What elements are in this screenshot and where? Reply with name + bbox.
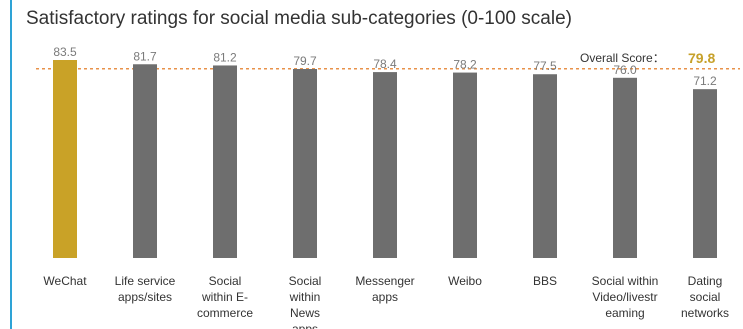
bar	[213, 65, 237, 259]
bar	[133, 64, 157, 258]
bar	[53, 60, 77, 258]
value-label: 81.7	[133, 49, 157, 63]
value-label: 83.5	[53, 45, 77, 59]
value-label: 71.2	[693, 74, 717, 88]
category-label: Weibo	[448, 274, 482, 288]
overall-score-value: 79.8	[688, 50, 715, 66]
category-label: Social within News apps	[289, 274, 322, 329]
value-label: 77.5	[533, 59, 557, 73]
value-label: 79.7	[293, 54, 317, 68]
bar	[693, 89, 717, 258]
left-accent-rule	[10, 0, 12, 329]
bar	[453, 72, 477, 259]
category-label: Dating social networks	[681, 274, 729, 320]
overall-score-label: Overall Score：	[580, 51, 665, 65]
bar	[613, 77, 637, 259]
category-label: Life service apps/sites	[115, 274, 176, 304]
chart-title: Satisfactory ratings for social media su…	[26, 8, 572, 29]
value-label: 78.4	[373, 57, 397, 71]
bar	[533, 74, 557, 259]
bar	[293, 69, 317, 259]
category-label: Social within E-commerce	[197, 274, 253, 320]
value-label: 78.2	[453, 58, 477, 72]
category-label: BBS	[533, 274, 557, 288]
value-label: 81.2	[213, 50, 237, 64]
category-label: Messenger apps	[355, 274, 414, 304]
category-label: Social within Video/livestr eaming	[592, 274, 659, 320]
category-label: WeChat	[43, 274, 87, 288]
bar	[373, 72, 397, 258]
value-label: 76.0	[613, 63, 637, 77]
